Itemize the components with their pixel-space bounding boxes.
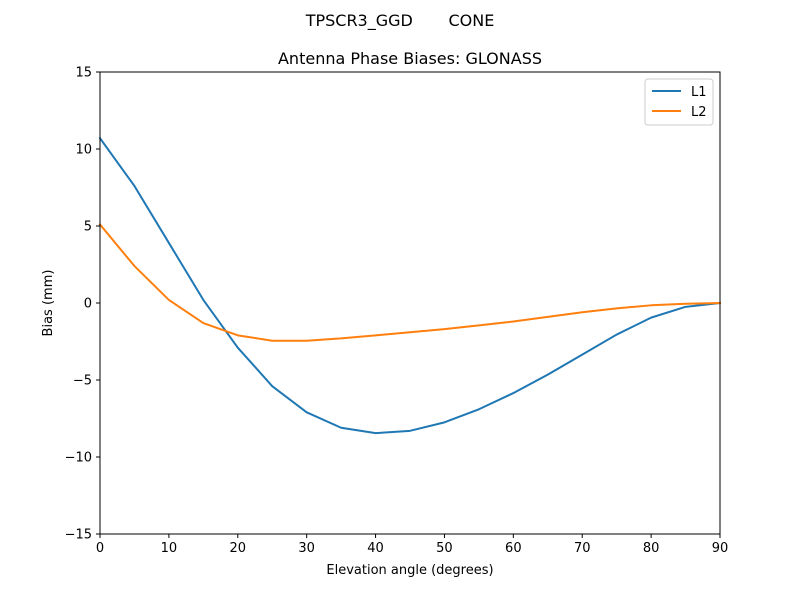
x-tick-label: 40: [367, 541, 384, 556]
x-tick-label: 10: [161, 541, 178, 556]
y-tick-label: −10: [65, 451, 92, 466]
y-tick-label: 0: [84, 297, 92, 312]
series-layer: [98, 136, 722, 435]
y-tick-label: 10: [75, 143, 92, 158]
x-tick-label: 30: [298, 541, 315, 556]
y-axis-label: Bias (mm): [41, 270, 56, 337]
figure-suptitle: TPSCR3_GGD CONE: [305, 11, 495, 31]
x-axis: 0 10 20 30 40 50 60 70 80 90: [96, 534, 728, 556]
x-axis-label: Elevation angle (degrees): [326, 563, 493, 578]
x-tick-label: 20: [230, 541, 247, 556]
legend-label-l1: L1: [691, 85, 707, 100]
x-tick-label: 60: [505, 541, 522, 556]
y-tick-label: −15: [65, 528, 92, 543]
y-axis: −15 −10 −5 0 5 10 15: [65, 66, 100, 543]
series-line-l2: [98, 223, 722, 342]
y-tick-label: −5: [73, 374, 92, 389]
y-tick-label: 15: [75, 66, 92, 81]
legend-label-l2: L2: [691, 105, 707, 120]
x-tick-label: 0: [96, 541, 104, 556]
x-tick-label: 70: [574, 541, 591, 556]
chart-title: Antenna Phase Biases: GLONASS: [278, 49, 542, 68]
x-tick-label: 50: [436, 541, 453, 556]
x-tick-label: 90: [712, 541, 729, 556]
series-line-l1: [98, 136, 722, 435]
y-tick-label: 5: [84, 220, 92, 235]
legend: L1 L2: [644, 78, 714, 126]
x-tick-label: 80: [643, 541, 660, 556]
